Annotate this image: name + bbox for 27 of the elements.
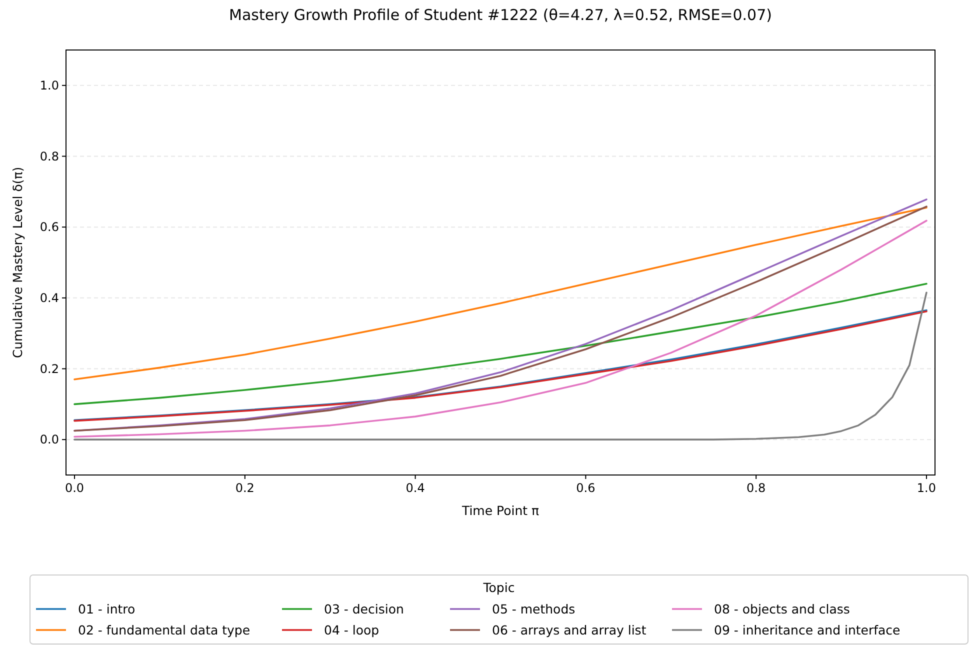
x-tick-label: 0.4: [406, 481, 425, 495]
legend-label: 03 - decision: [324, 602, 404, 616]
legend-label: 01 - intro: [78, 602, 136, 616]
y-tick-label: 1.0: [40, 78, 59, 92]
legend-label: 04 - loop: [324, 622, 380, 638]
legend-label: 06 - arrays and array list: [492, 622, 646, 638]
y-tick-label: 0.0: [40, 432, 59, 447]
x-tick-label: 0.2: [235, 481, 254, 495]
line-series: [74, 206, 928, 380]
chart-title: Mastery Growth Profile of Student #1222 (θ=4.27, λ=0.52, RMSE=0.07): [229, 6, 772, 24]
legend-label: 09 - inheritance and interface: [714, 622, 901, 638]
x-tick-label: 0.0: [64, 481, 84, 495]
legend-label: 08 - objects and class: [714, 602, 850, 616]
legend-title: Topic: [482, 580, 515, 595]
line-series: [74, 292, 928, 440]
x-tick-label: 0.8: [746, 481, 766, 495]
y-tick-label: 0.4: [40, 290, 59, 305]
legend-label: 02 - fundamental data type: [78, 622, 250, 638]
x-tick-label: 1.0: [916, 481, 936, 495]
y-tick-label: 0.2: [40, 362, 59, 376]
y-tick-label: 0.6: [40, 220, 59, 234]
y-tick-label: 0.8: [40, 149, 59, 164]
line-series: [74, 282, 928, 406]
x-tick-label: 0.6: [576, 481, 596, 495]
legend-label: 05 - methods: [492, 602, 576, 616]
y-axis-title: Cumulative Mastery Level δ(π): [10, 166, 25, 358]
x-axis-title: Time Point π: [460, 503, 540, 518]
